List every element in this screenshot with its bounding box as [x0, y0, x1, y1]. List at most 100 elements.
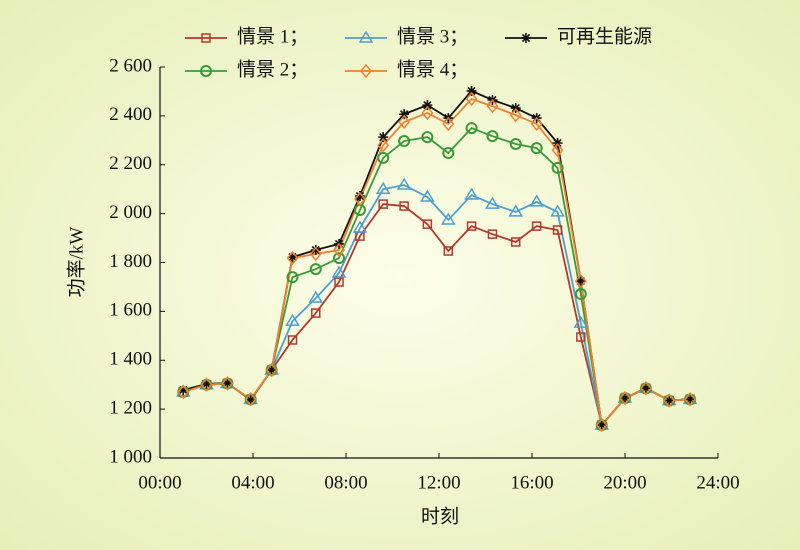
- marker: [573, 315, 589, 328]
- marker: [377, 138, 390, 153]
- marker: [485, 196, 500, 209]
- marker: [442, 116, 455, 132]
- marker: [309, 263, 322, 276]
- marker: [244, 392, 257, 407]
- marker: [464, 187, 479, 200]
- marker: [550, 204, 565, 217]
- marker: [286, 250, 299, 266]
- marker: [486, 98, 499, 114]
- y-tick-label: 2 400: [109, 104, 152, 125]
- marker: [331, 265, 347, 278]
- marker: [399, 201, 409, 211]
- marker: [664, 395, 675, 406]
- marker: [399, 109, 410, 120]
- marker: [529, 194, 544, 207]
- marker: [178, 385, 189, 396]
- marker: [353, 191, 366, 207]
- marker: [440, 212, 456, 225]
- marker: [378, 199, 388, 209]
- marker: [352, 220, 368, 233]
- y-tick-label: 1 600: [109, 300, 152, 321]
- x-axis-label: 时刻: [421, 505, 459, 527]
- marker: [663, 393, 676, 408]
- marker: [530, 116, 543, 132]
- marker: [619, 390, 631, 406]
- marker: [510, 237, 521, 247]
- y-axis-label: 功率/kW: [65, 227, 87, 298]
- marker: [421, 105, 434, 121]
- marker: [551, 142, 564, 158]
- legend-label: 情景 1；: [237, 25, 308, 47]
- marker: [333, 252, 346, 265]
- legend-label: 情景 3；: [397, 25, 468, 47]
- marker: [309, 246, 322, 262]
- marker: [200, 377, 213, 392]
- marker: [375, 181, 391, 194]
- y-tick-label: 2 600: [109, 55, 152, 76]
- marker: [531, 221, 542, 231]
- marker: [574, 288, 587, 301]
- marker: [201, 378, 212, 389]
- y-tick-label: 1 200: [109, 397, 152, 418]
- legend-marker: [360, 63, 372, 79]
- marker: [177, 384, 190, 400]
- marker: [465, 122, 478, 135]
- marker: [466, 221, 477, 231]
- marker: [422, 100, 433, 111]
- y-tick-label: 1 800: [109, 251, 152, 272]
- legend-label: 可再生能源: [557, 25, 652, 47]
- marker: [685, 394, 696, 405]
- legend-marker: [358, 30, 374, 43]
- marker: [308, 290, 324, 303]
- x-tick-label: 24:00: [696, 472, 739, 493]
- marker: [575, 276, 586, 287]
- marker: [574, 273, 587, 289]
- marker: [640, 383, 651, 394]
- marker: [639, 381, 652, 396]
- marker: [266, 365, 277, 376]
- x-tick-label: 20:00: [603, 472, 646, 493]
- marker: [509, 137, 522, 150]
- marker: [620, 393, 630, 404]
- marker: [509, 107, 522, 123]
- marker: [466, 85, 477, 96]
- marker: [420, 189, 435, 202]
- marker: [377, 151, 390, 164]
- marker: [443, 246, 454, 256]
- marker: [287, 252, 298, 263]
- marker: [221, 376, 234, 391]
- marker: [354, 191, 365, 202]
- x-tick-label: 08:00: [324, 472, 367, 493]
- marker: [552, 225, 563, 235]
- marker: [398, 135, 411, 148]
- marker: [245, 395, 256, 406]
- marker: [486, 130, 499, 143]
- marker: [530, 142, 543, 155]
- y-tick-label: 2 200: [109, 153, 152, 174]
- y-tick-label: 1 400: [109, 349, 152, 370]
- x-tick-label: 12:00: [417, 472, 460, 493]
- marker: [442, 147, 455, 160]
- marker: [487, 229, 498, 239]
- marker: [311, 308, 321, 318]
- marker: [596, 420, 607, 431]
- marker: [286, 271, 299, 284]
- marker: [422, 219, 433, 229]
- marker: [334, 277, 344, 287]
- marker: [595, 417, 608, 433]
- marker: [398, 114, 411, 130]
- marker: [265, 362, 278, 378]
- marker: [222, 377, 233, 388]
- marker: [396, 177, 412, 190]
- x-tick-label: 00:00: [138, 472, 181, 493]
- x-tick-label: 16:00: [510, 472, 553, 493]
- marker: [378, 132, 389, 143]
- marker: [551, 161, 564, 174]
- marker: [421, 131, 434, 144]
- legend-marker: [200, 65, 212, 77]
- marker: [508, 204, 524, 217]
- marker: [465, 91, 478, 107]
- legend-label: 情景 4；: [397, 58, 468, 80]
